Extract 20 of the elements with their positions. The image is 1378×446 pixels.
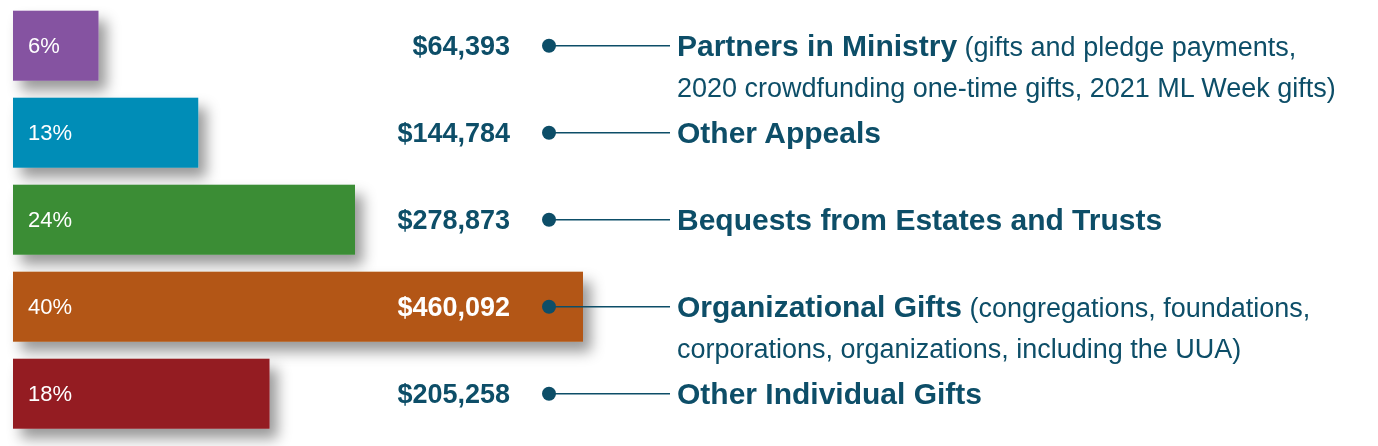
annotation: $144,784: [397, 117, 510, 148]
y-tick-label: Other Individual Gifts: [677, 376, 983, 410]
data-label: 40%: [28, 294, 73, 320]
y-tick-label: Organizational Gifts (congregations, foundations, corporations, organizations, including the UUA): [677, 288, 1312, 366]
bar: [13, 10, 99, 81]
y-tick-label: Bequests from Estates and Trusts: [677, 202, 1163, 236]
annotation: $278,873: [397, 204, 510, 235]
bar: [13, 97, 199, 168]
y-tick-label: Other Appeals: [677, 115, 881, 149]
data-label: 24%: [28, 207, 73, 233]
bar: [13, 358, 270, 429]
y-tick-label: Partners in Ministry (gifts and pledge payments, 2020 crowdfunding one-time gifts, 2021 ML Week gifts): [677, 27, 1337, 105]
data-label: 13%: [28, 120, 73, 146]
bar: [13, 184, 355, 255]
annotation: $64,393: [412, 30, 510, 61]
data-label: 18%: [28, 381, 73, 407]
data-label: 6%: [28, 33, 60, 59]
annotation: $205,258: [397, 378, 510, 409]
annotation: $460,092: [397, 291, 510, 322]
bar: [13, 271, 583, 342]
